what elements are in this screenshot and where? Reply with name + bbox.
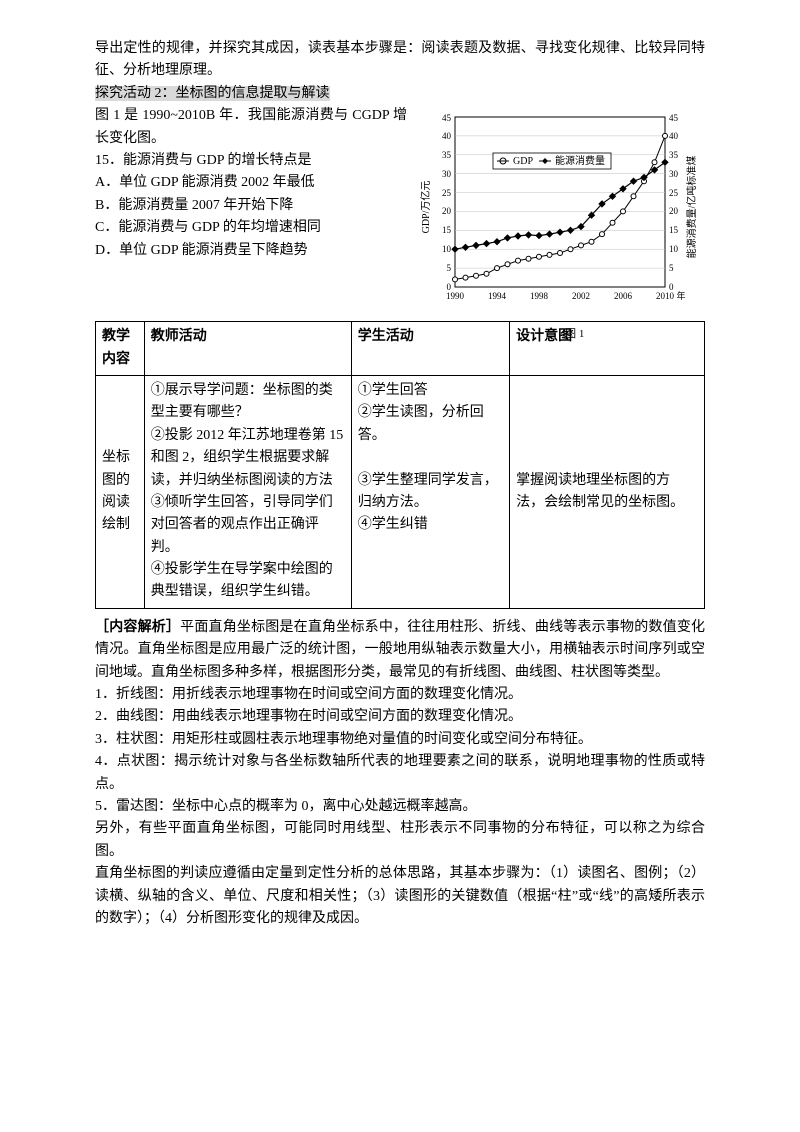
svg-text:35: 35 <box>442 150 452 160</box>
svg-text:2010: 2010 <box>656 291 675 301</box>
cell-teacher: ①展示导学问题：坐标图的类型主要有哪些？ ②投影 2012 年江苏地理卷第 15… <box>144 375 351 608</box>
svg-text:2002: 2002 <box>572 291 590 301</box>
cell-intent: 掌握阅读地理坐标图的方法，会绘制常见的坐标图。 <box>510 375 705 608</box>
svg-text:45: 45 <box>669 113 679 123</box>
svg-text:20: 20 <box>442 206 452 216</box>
svg-text:10: 10 <box>669 244 679 254</box>
svg-text:能源消费量/亿吨标准煤: 能源消费量/亿吨标准煤 <box>685 156 698 259</box>
analysis-label: ［内容解析］ <box>95 620 180 635</box>
th-teacher: 教师活动 <box>144 322 351 376</box>
th-content: 教学内容 <box>96 322 145 376</box>
svg-text:年: 年 <box>676 290 685 301</box>
activity2-heading: 探究活动 2：坐标图的信息提取与解读 <box>95 83 705 105</box>
svg-text:45: 45 <box>442 113 452 123</box>
method-paragraph: 直角坐标图的判读应遵循由定量到定性分析的总体思路，其基本步骤为：（1）读图名、图… <box>95 863 705 930</box>
list-item-1: 1．折线图：用折线表示地理事物在时间或空间方面的数理变化情况。 <box>95 684 705 706</box>
svg-text:20: 20 <box>669 206 679 216</box>
design-table: 教学内容 教师活动 学生活动 设计意图 图 1 坐标图的阅读绘制 ①展示导学问题… <box>95 321 705 609</box>
svg-text:15: 15 <box>669 225 679 235</box>
list-item-3: 3．柱状图：用矩形柱或圆柱表示地理事物绝对量值的时间变化或空间分布特征。 <box>95 729 705 751</box>
svg-text:1998: 1998 <box>530 291 549 301</box>
list-item-4: 4．点状图：揭示统计对象与各坐标数轴所代表的地理要素之间的联系，说明地理事物的性… <box>95 751 705 796</box>
svg-text:能源消费量: 能源消费量 <box>555 154 605 167</box>
table-header-row: 教学内容 教师活动 学生活动 设计意图 图 1 <box>96 322 705 376</box>
svg-text:25: 25 <box>669 188 679 198</box>
svg-text:35: 35 <box>669 150 679 160</box>
analysis-paragraph: ［内容解析］平面直角坐标图是在直角坐标系中，往往用柱形、折线、曲线等表示事物的数… <box>95 617 705 684</box>
svg-text:5: 5 <box>447 263 452 273</box>
svg-text:30: 30 <box>442 169 452 179</box>
svg-text:30: 30 <box>669 169 679 179</box>
svg-text:15: 15 <box>442 225 452 235</box>
th-student: 学生活动 <box>351 322 509 376</box>
svg-text:40: 40 <box>442 131 452 141</box>
extra-paragraph: 另外，有些平面直角坐标图，可能同时用线型、柱形表示不同事物的分布特征，可以称之为… <box>95 818 705 863</box>
svg-text:5: 5 <box>669 263 674 273</box>
list-item-2: 2．曲线图：用曲线表示地理事物在时间或空间方面的数理变化情况。 <box>95 706 705 728</box>
cell-student: ①学生回答 ②学生读图，分析回答。 ③学生整理同学发言，归纳方法。 ④学生纠错 <box>351 375 509 608</box>
svg-text:1994: 1994 <box>488 291 507 301</box>
th-intent: 设计意图 图 1 <box>510 322 705 376</box>
svg-text:GDP: GDP <box>513 156 533 167</box>
intro-paragraph: 导出定性的规律，并探究其成因，读表基本步骤是：阅读表题及数据、寻找变化规律、比较… <box>95 38 705 83</box>
svg-text:25: 25 <box>442 188 452 198</box>
cell-content: 坐标图的阅读绘制 <box>96 375 145 608</box>
svg-text:2006: 2006 <box>614 291 633 301</box>
svg-text:10: 10 <box>442 244 452 254</box>
analysis-body: 平面直角坐标图是在直角坐标系中，往往用柱形、折线、曲线等表示事物的数值变化情况。… <box>95 620 705 680</box>
chart-container: 0 5 10 15 20 25 30 35 40 45 0 5 <box>415 107 705 317</box>
svg-text:1990: 1990 <box>446 291 465 301</box>
svg-text:GDP/万亿元: GDP/万亿元 <box>419 181 432 234</box>
figure-caption: 图 1 <box>565 326 584 344</box>
table-row: 坐标图的阅读绘制 ①展示导学问题：坐标图的类型主要有哪些？ ②投影 2012 年… <box>96 375 705 608</box>
list-item-5: 5．雷达图：坐标中心点的概率为 0，离中心处越远概率越高。 <box>95 796 705 818</box>
activity2-label: 探究活动 2：坐标图的信息提取与解读 <box>95 86 330 101</box>
line-chart: 0 5 10 15 20 25 30 35 40 45 0 5 <box>415 107 705 317</box>
svg-text:40: 40 <box>669 131 679 141</box>
